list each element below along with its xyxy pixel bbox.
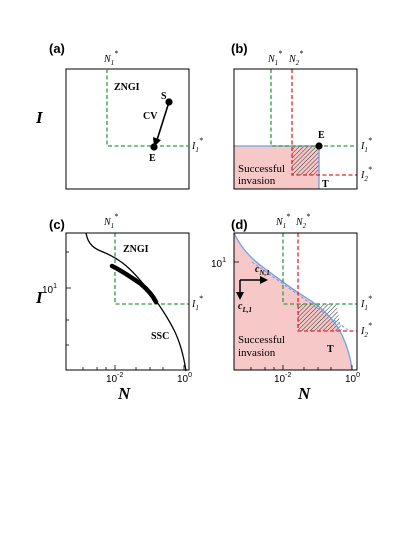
panel-d-cn-arrowhead	[260, 276, 268, 284]
panel-a-zngi	[106, 69, 189, 147]
panel-a-e-label: E	[149, 153, 156, 164]
panel-d-cl-arrowhead	[236, 292, 244, 300]
panel-d-ytick-label: 101	[211, 257, 226, 270]
panel-b-hatch-region	[292, 146, 319, 175]
panel-b-e-label: E	[318, 130, 325, 141]
panel-d-xtick2-label: 100	[345, 372, 360, 385]
panel-b-i1-label: I1*	[360, 136, 372, 154]
panel-a-i1-label: I1*	[191, 136, 203, 154]
panel-a-frame	[65, 68, 190, 190]
panel-b-region-line2: invasion	[238, 175, 276, 187]
panel-d-frame	[233, 232, 358, 371]
panel-b-label: (b)	[231, 41, 248, 56]
panel-d-label: (d)	[231, 217, 248, 232]
panel-b-n1-label: N1*	[267, 49, 282, 67]
panel-a-s-label: S	[161, 91, 167, 102]
panel-d-i2-label: I2*	[360, 321, 372, 339]
panel-c-ssc-thick	[109, 263, 159, 305]
panel-d-zngi2	[297, 233, 357, 332]
panel-b-frame	[233, 68, 358, 190]
panel-c: (c) N1* ZNGI SSC 101	[42, 212, 203, 385]
panel-c-ssc-label: SSC	[151, 331, 169, 342]
panel-b-t-label: T	[322, 179, 329, 190]
panel-b-region-line1: Successful	[238, 163, 285, 175]
panel-c-i1-label: I1*	[191, 294, 203, 312]
panel-b-i2-label: I2*	[360, 165, 372, 183]
panel-a-point-s	[165, 98, 173, 106]
panel-d-n1-label: N1*	[275, 212, 290, 230]
panel-a-point-e	[150, 143, 158, 151]
panel-d-cl-label: cL,1	[238, 301, 252, 314]
panel-a-cv-label: CV	[143, 111, 158, 122]
panel-d-zngi1	[282, 233, 357, 305]
panel-a: (a) N1* ZNGI S E CV I1*	[49, 41, 203, 190]
panel-b-zngi2	[291, 69, 357, 176]
panel-b-n2-label: N2*	[288, 49, 303, 67]
panel-c-xtick2-label: 100	[177, 372, 192, 385]
panel-d-cn-label: cN,1	[255, 264, 270, 277]
panel-d-success-region	[234, 233, 352, 370]
panel-d-xtick1-label: 10-2	[274, 372, 291, 385]
panel-b-zngi1	[270, 69, 357, 147]
panel-c-zngi-label: ZNGI	[123, 244, 149, 255]
x-axis-label-right: N	[297, 384, 311, 403]
panel-b: (b) N1* N2* E Successful invasion T I1* …	[231, 41, 372, 190]
y-axis-label-top: I	[35, 108, 44, 127]
panel-c-n1-label: N1*	[103, 212, 118, 230]
panel-b-point-e	[315, 142, 323, 150]
panel-c-frame	[65, 232, 190, 371]
panel-c-ytick-label: 101	[42, 283, 57, 296]
panel-c-zngi	[114, 233, 189, 305]
panel-a-label: (a)	[49, 41, 65, 56]
panel-a-zngi-label: ZNGI	[114, 82, 140, 93]
y-axis-label-bottom: I	[35, 288, 44, 307]
x-axis-label-left: N	[117, 384, 131, 403]
panel-d-t-label: T	[327, 344, 334, 355]
panel-d-i1-label: I1*	[360, 294, 372, 312]
panel-d: (d) N1* N2* cN,1 cL,1 Successful invasio…	[211, 212, 372, 385]
panel-a-cv-arrow	[156, 101, 170, 141]
panel-c-xtick1-label: 10-2	[106, 372, 123, 385]
panel-c-label: (c)	[49, 217, 65, 232]
panel-c-ssc-curve	[85, 232, 187, 372]
panel-d-region-line1: Successful	[238, 334, 285, 346]
panel-a-n1-label: N1*	[103, 49, 118, 67]
panel-d-n2-label: N2*	[295, 212, 310, 230]
panel-d-boundary-t	[233, 232, 353, 371]
panel-d-region-line2: invasion	[238, 347, 276, 359]
panel-d-hatch-region	[298, 304, 342, 331]
